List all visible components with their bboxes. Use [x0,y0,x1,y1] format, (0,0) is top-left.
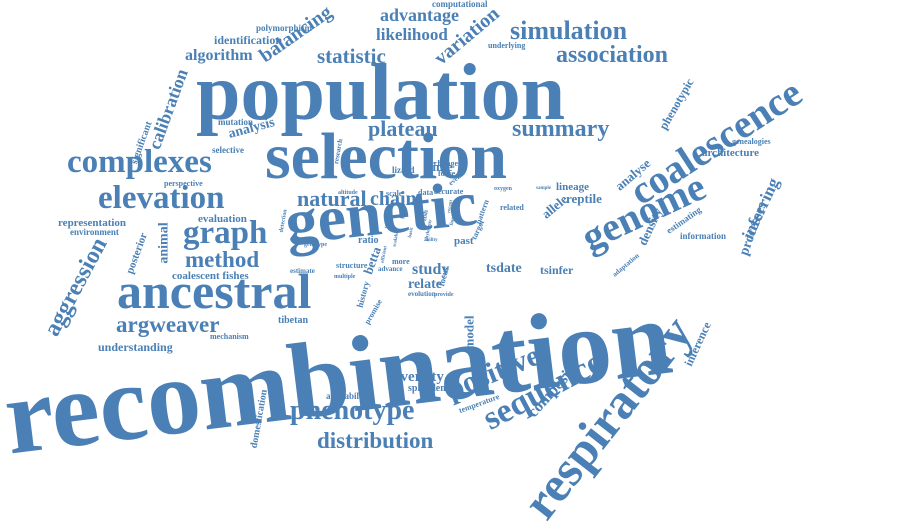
cloud-word: aggression [39,233,113,341]
cloud-word: genotype [304,242,327,248]
cloud-word: multiple [334,274,356,280]
cloud-word: summary [512,116,610,142]
cloud-word: scale [386,189,403,198]
cloud-word: likelihood [376,25,448,44]
cloud-word: plateau [368,116,438,141]
cloud-word: environment [70,227,119,237]
cloud-word: more [392,257,410,266]
cloud-word: force [438,169,456,178]
cloud-word: evolution [408,290,436,298]
cloud-word: provide [434,292,454,298]
cloud-word: model [461,315,477,350]
cloud-word: allele [538,191,571,222]
cloud-word: tsdate [486,261,522,276]
cloud-word: ancestral [117,263,312,319]
cloud-word: pattern [473,198,491,226]
cloud-word: phenotypic [656,75,697,133]
cloud-word: representation [58,217,127,229]
cloud-word: elevation [98,180,225,216]
cloud-word: tsinfer [540,263,574,277]
cloud-word: genealogies [732,137,771,146]
cloud-word: architecture [702,147,760,159]
cloud-word: adaptation [610,251,641,279]
cloud-word: understanding [98,340,173,354]
cloud-word: phenotype [290,395,415,426]
cloud-word: graph [183,215,268,251]
cloud-word: change [434,159,458,168]
cloud-word: polymorphism [256,23,313,33]
cloud-word: method [185,247,260,272]
cloud-word: past [454,235,474,247]
cloud-word: advance [378,265,403,273]
cloud-word: related [500,203,524,212]
cloud-word: availability [326,391,370,401]
cloud-word: evaluation [198,213,247,225]
cloud-word: relate [408,277,442,292]
cloud-word: coalescent fishes [172,270,249,282]
cloud-word: mutation [218,117,254,127]
cloud-word: simulation [510,16,628,45]
cloud-word: perspective [164,179,203,188]
cloud-word: computational [432,0,488,9]
cloud-word: selection [265,120,507,193]
cloud-word: data [418,188,434,197]
cloud-word: algorithm [185,47,253,64]
cloud-word: reptile [566,191,602,206]
cloud-word: tibetan [278,315,308,326]
cloud-word: association [556,42,669,68]
cloud-word: statistic [317,44,386,68]
cloud-word: accurate [434,187,464,196]
cloud-word: sample [536,186,551,191]
cloud-word: mechanism [210,332,249,341]
cloud-word: ability [424,238,438,243]
cloud-word: advantage [380,5,460,25]
cloud-word: selective [212,145,244,155]
cloud-word: underlying [488,41,526,50]
cloud-word: estimate [290,267,315,275]
cloud-word: history [354,280,372,309]
cloud-word: population [196,49,566,137]
cloud-word: splendens [408,383,450,394]
cloud-word: study [412,261,450,278]
cloud-word: information [680,231,726,241]
cloud-word: ratio [358,235,379,246]
cloud-word: lineage [556,181,589,193]
cloud-word: lizard [392,165,415,175]
cloud-word: chain [370,188,417,210]
cloud-word: distribution [317,428,434,453]
cloud-word: altitude [338,190,358,196]
cloud-word: oxygen [494,186,512,192]
cloud-word: time [428,159,453,174]
cloud-word: animal [156,222,172,264]
cloud-word: identification [214,33,282,47]
cloud-word: calibration [144,66,192,152]
cloud-word: complexes [67,144,212,180]
cloud-word: diversity [388,369,444,385]
cloud-word: structure [336,261,368,270]
cloud-word: argweaver [116,312,220,337]
cloud-word: natural [297,186,367,211]
